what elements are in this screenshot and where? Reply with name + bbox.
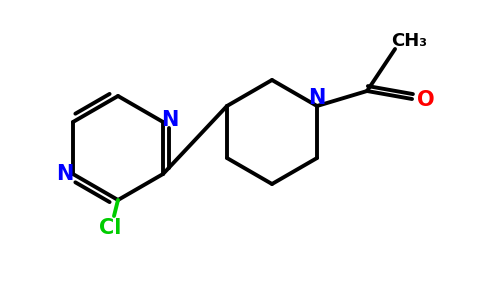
Text: O: O	[417, 90, 435, 110]
Text: N: N	[161, 110, 179, 130]
Text: Cl: Cl	[99, 218, 121, 238]
Text: N: N	[308, 88, 326, 108]
Text: N: N	[56, 164, 74, 184]
Text: CH₃: CH₃	[391, 32, 427, 50]
